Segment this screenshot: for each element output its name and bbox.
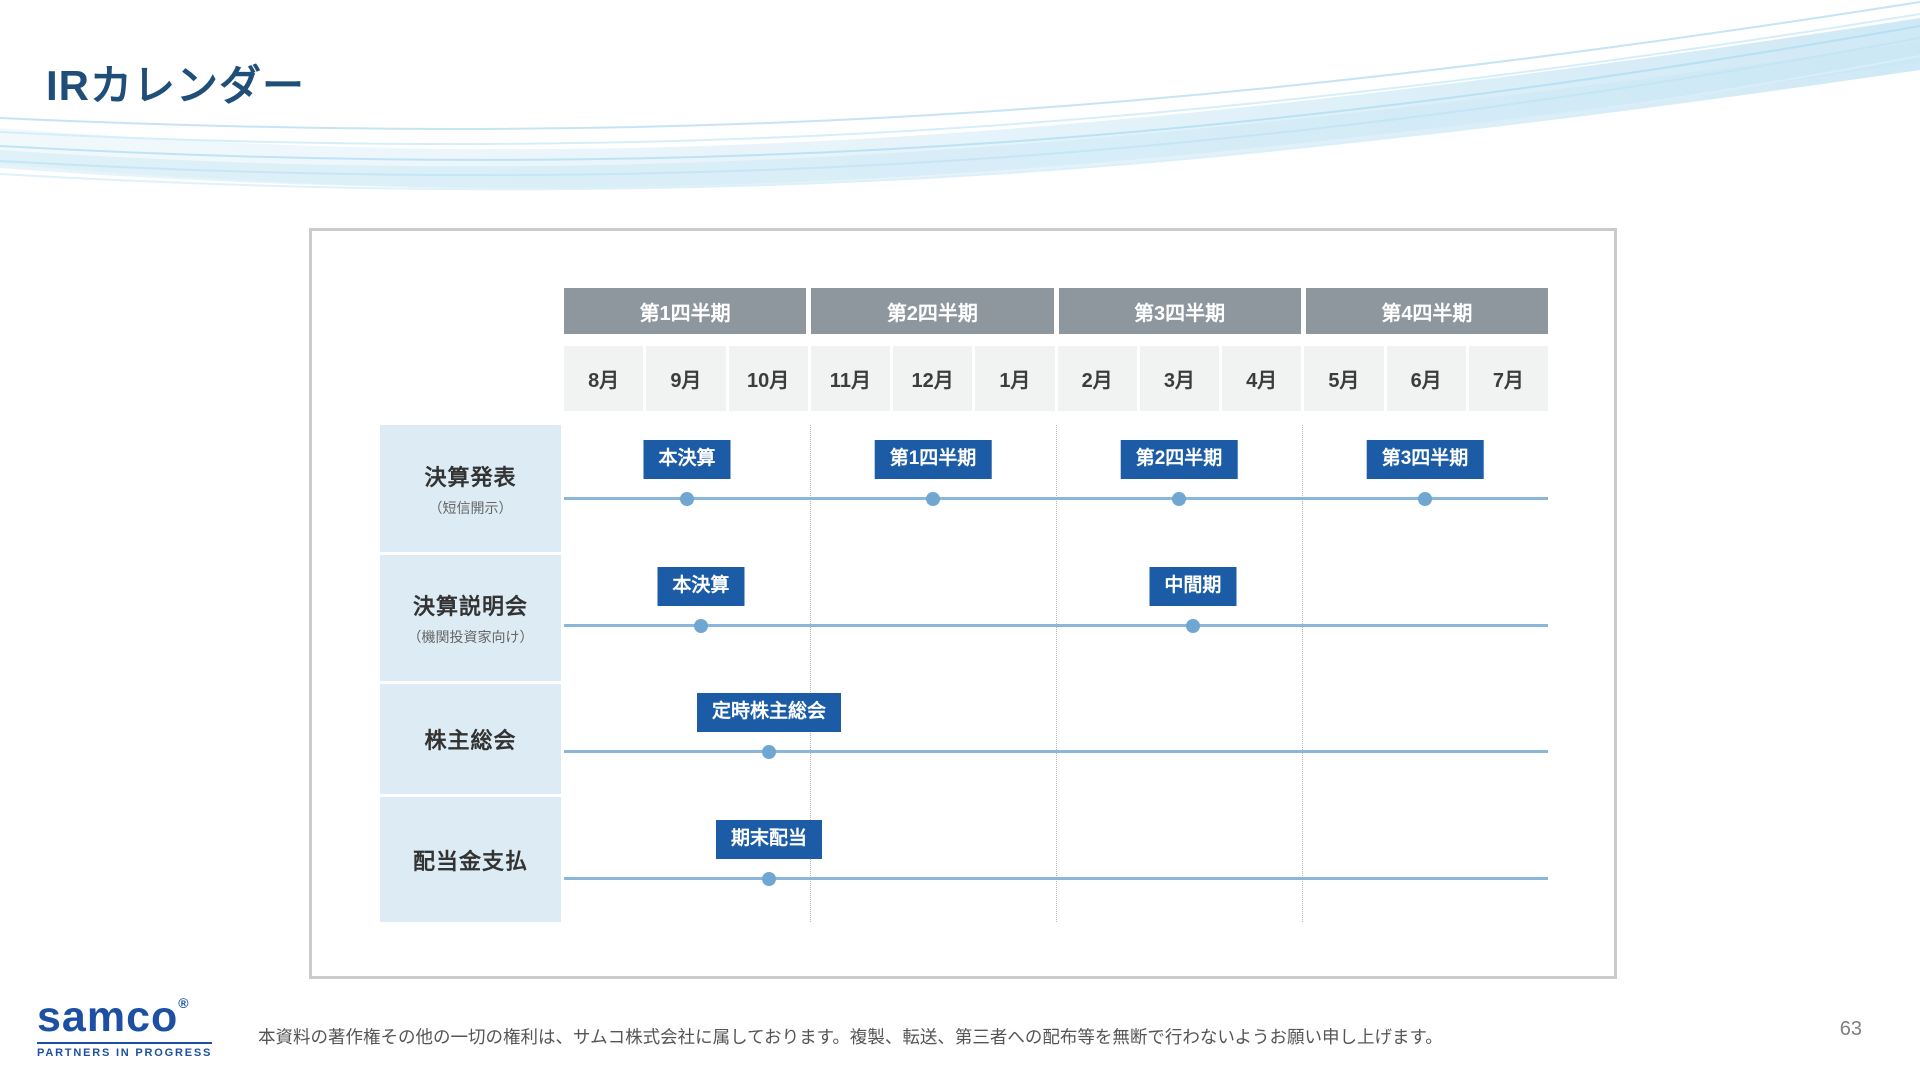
row-sublabel-text: （短信開示） [428, 499, 513, 516]
month-header: 12月 [893, 346, 973, 411]
month-header: 6月 [1386, 346, 1466, 411]
quarter-header: 第2四半期 [811, 288, 1054, 334]
row-label-text: 株主総会 [424, 728, 517, 753]
row-label: 株主総会 [380, 684, 561, 794]
event-badge: 第3四半期 [1366, 440, 1484, 479]
event-dot [926, 492, 940, 506]
quarter-divider [1056, 425, 1057, 922]
month-header: 9月 [646, 346, 726, 411]
quarter-header: 第1四半期 [564, 288, 807, 334]
row-sublabel-text: （機関投資家向け） [407, 629, 534, 645]
quarter-divider [1302, 425, 1303, 922]
registered-mark: ® [178, 995, 190, 1011]
month-header: 10月 [728, 346, 808, 411]
event-dot [693, 619, 708, 633]
row-label: 配当金支払 [380, 797, 561, 922]
timeline-line [564, 877, 1548, 880]
event-dot [1185, 619, 1200, 633]
timeline-line [564, 624, 1548, 627]
samco-wordmark: samco® [37, 993, 190, 1041]
event-badge: 第2四半期 [1120, 440, 1238, 479]
month-header: 3月 [1139, 346, 1219, 411]
row-label: 決算発表 （短信開示） [380, 425, 561, 552]
month-header: 1月 [975, 346, 1055, 411]
row-label: 決算説明会 （機関投資家向け） [380, 555, 561, 681]
event-dot [1418, 492, 1432, 506]
event-badge: 本決算 [657, 567, 745, 606]
row-label-text: 決算発表 [424, 464, 517, 490]
ir-calendar-board: 第1四半期 第2四半期 第3四半期 第4四半期 8月 9月 10月 11月 12月 1月 2月 3月… [309, 228, 1617, 979]
month-header: 7月 [1468, 346, 1548, 411]
month-header: 11月 [810, 346, 890, 411]
row-label-text: 決算説明会 [412, 594, 528, 619]
timeline-line [564, 497, 1548, 500]
quarter-divider [810, 425, 811, 922]
samco-logo: samco® PARTNERS IN PROGRESS [37, 993, 213, 1059]
event-badge: 定時株主総会 [696, 693, 842, 732]
month-header: 8月 [564, 346, 644, 411]
row-label-text: 配当金支払 [412, 848, 528, 874]
event-dot [762, 745, 776, 759]
month-header-row: 8月 9月 10月 11月 12月 1月 2月 3月 4月 5月 6月 7月 [564, 346, 1548, 411]
month-header: 5月 [1304, 346, 1384, 411]
page-number: 63 [1839, 1018, 1862, 1040]
month-header: 4月 [1222, 346, 1302, 411]
event-dot [762, 872, 776, 886]
slide-title: IRカレンダー [46, 62, 306, 109]
month-header: 2月 [1057, 346, 1137, 411]
event-dot [1172, 492, 1186, 506]
quarter-header-row: 第1四半期 第2四半期 第3四半期 第4四半期 [564, 288, 1548, 334]
event-badge: 期末配当 [715, 820, 823, 859]
event-dot [680, 492, 694, 506]
quarter-header: 第4四半期 [1305, 288, 1548, 334]
event-badge: 本決算 [643, 440, 731, 479]
event-badge: 中間期 [1149, 567, 1237, 606]
copyright-text: 本資料の著作権その他の一切の権利は、サムコ株式会社に属しております。複製、転送、… [258, 1027, 1443, 1047]
event-badge: 第1四半期 [874, 440, 992, 479]
timeline-line [564, 750, 1548, 753]
samco-tagline: PARTNERS IN PROGRESS [37, 1042, 213, 1059]
quarter-header: 第3四半期 [1058, 288, 1301, 334]
